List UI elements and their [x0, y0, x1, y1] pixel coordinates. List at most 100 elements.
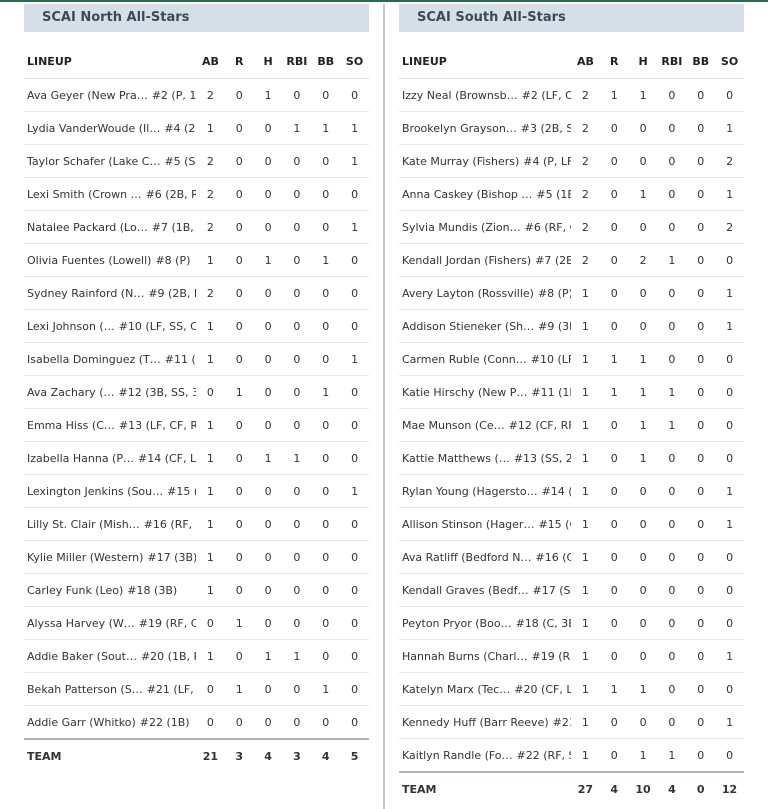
player-name: Sylvia Mundis (Zion…: [402, 220, 521, 234]
stat-cell: 0: [224, 507, 254, 541]
stat-cell: 1: [715, 309, 744, 343]
column-header: RBI: [282, 44, 312, 79]
lineup-cell: Rylan Young (Hagersto…#14 (P): [399, 474, 571, 508]
lineup-cell: Addie Baker (Sout…#20 (1B, P): [24, 639, 196, 673]
stat-cell: 1: [282, 441, 312, 475]
stat-cell: 1: [571, 639, 600, 673]
stat-cell: 0: [715, 540, 744, 574]
stat-cell: 0: [311, 210, 341, 244]
stat-cell: 1: [282, 111, 312, 145]
stat-cell: 0: [657, 177, 687, 211]
team-row: TEAM 21 3 4 3 4 5: [24, 738, 369, 772]
stat-cell: 0: [311, 441, 341, 475]
player-name: Kendall Jordan (Fishers): [402, 253, 532, 267]
player-row: Olivia Fuentes (Lowell) #8 (P) 1 0 1 0 1 0: [24, 243, 369, 277]
player-position: #15 (C): [538, 517, 571, 531]
stat-cell: 0: [628, 705, 658, 739]
stat-cell: 0: [224, 144, 254, 178]
stat-cell: 0: [224, 111, 254, 145]
stat-cell: 0: [628, 540, 658, 574]
stat-cell: 1: [571, 474, 600, 508]
stat-cell: 0: [282, 78, 312, 112]
player-position: #13 (SS, 2B): [513, 451, 571, 465]
player-name: Bekah Patterson (S…: [27, 682, 143, 696]
stat-cell: 0: [599, 705, 629, 739]
lineup-cell: Kylie Miller (Western) #17 (3B): [24, 540, 196, 574]
stat-cell: 1: [715, 705, 744, 739]
lineup-cell: Lilly St. Clair (Mish…#16 (RF, LF): [24, 507, 196, 541]
stat-cell: 0: [311, 507, 341, 541]
player-position: #2 (P, 1B): [151, 88, 196, 102]
stat-cell: 1: [196, 111, 225, 145]
player-position: #16 (RF, LF): [143, 517, 196, 531]
player-name: Lilly St. Clair (Mish…: [27, 517, 140, 531]
stat-cell: 0: [224, 177, 254, 211]
panel-title: SCAI North All-Stars: [24, 4, 369, 32]
player-name: Natalee Packard (Lo…: [27, 220, 148, 234]
stat-cell: 0: [657, 639, 687, 673]
stat-cell: 1: [196, 507, 225, 541]
stat-cell: 0: [224, 441, 254, 475]
stat-cell: 1: [628, 738, 658, 773]
player-position: #22 (RF, SS): [516, 748, 571, 762]
stat-cell: 1: [715, 111, 744, 145]
stat-cell: 0: [657, 210, 687, 244]
lineup-cell: Addie Garr (Whitko) #22 (1B): [24, 705, 196, 740]
stat-cell: 1: [196, 441, 225, 475]
stat-cell: 0: [340, 309, 369, 343]
stat-cell: 0: [599, 408, 629, 442]
player-name: Carley Funk (Leo): [27, 583, 124, 597]
stat-cell: 2: [196, 276, 225, 310]
panel-title: SCAI South All-Stars: [399, 4, 744, 32]
player-position: #21 (LF, CF): [146, 682, 196, 696]
player-position: #6 (2B, RF): [145, 187, 196, 201]
player-position: #10 (LF, SS, CF): [118, 319, 196, 333]
stat-cell: 1: [196, 243, 225, 277]
stat-cell: 0: [253, 672, 283, 706]
lineup-cell: Peyton Pryor (Boo…#18 (C, 3B): [399, 606, 571, 640]
lineup-cell: Addison Stieneker (Sh…#9 (3B): [399, 309, 571, 343]
stat-cell: 0: [311, 408, 341, 442]
stat-cell: 0: [599, 606, 629, 640]
stat-cell: 0: [224, 705, 254, 740]
stat-cell: 1: [253, 639, 283, 673]
lineup-cell: Kendall Graves (Bedf…#17 (SS): [399, 573, 571, 607]
column-header: R: [224, 44, 254, 79]
lineup-cell: Izabella Hanna (P…#14 (CF, LF): [24, 441, 196, 475]
divider: [383, 4, 385, 809]
stat-cell: 2: [571, 78, 600, 112]
stat-cell: 0: [224, 78, 254, 112]
stat-cell: 0: [282, 375, 312, 409]
stat-cell: 0: [282, 309, 312, 343]
lineup-cell: Lexi Smith (Crown …#6 (2B, RF): [24, 177, 196, 211]
lineup-cell: Alyssa Harvey (W…#19 (RF, CF): [24, 606, 196, 640]
stat-cell: 0: [340, 573, 369, 607]
stat-cell: 0: [340, 375, 369, 409]
lineup-cell: Sylvia Mundis (Zion…#6 (RF, CF): [399, 210, 571, 244]
player-name: Peyton Pryor (Boo…: [402, 616, 512, 630]
player-position: #15 (C): [167, 484, 196, 498]
column-header: SO: [715, 44, 744, 79]
stat-cell: 1: [599, 672, 629, 706]
player-row: Addie Garr (Whitko) #22 (1B) 0 0 0 0 0 0: [24, 705, 369, 740]
player-name: Emma Hiss (C…: [27, 418, 115, 432]
stat-cell: 0: [340, 408, 369, 442]
stat-cell: 2: [715, 210, 744, 244]
lineup-cell: Ava Ratliff (Bedford N…#16 (C): [399, 540, 571, 574]
stat-cell: 1: [340, 144, 369, 178]
stat-cell: 0: [715, 672, 744, 706]
stat-cell: 0: [686, 210, 716, 244]
stat-cell: 0: [253, 540, 283, 574]
stat-cell: 0: [311, 342, 341, 376]
stat-cell: 1: [571, 606, 600, 640]
stat-cell: 2: [196, 210, 225, 244]
